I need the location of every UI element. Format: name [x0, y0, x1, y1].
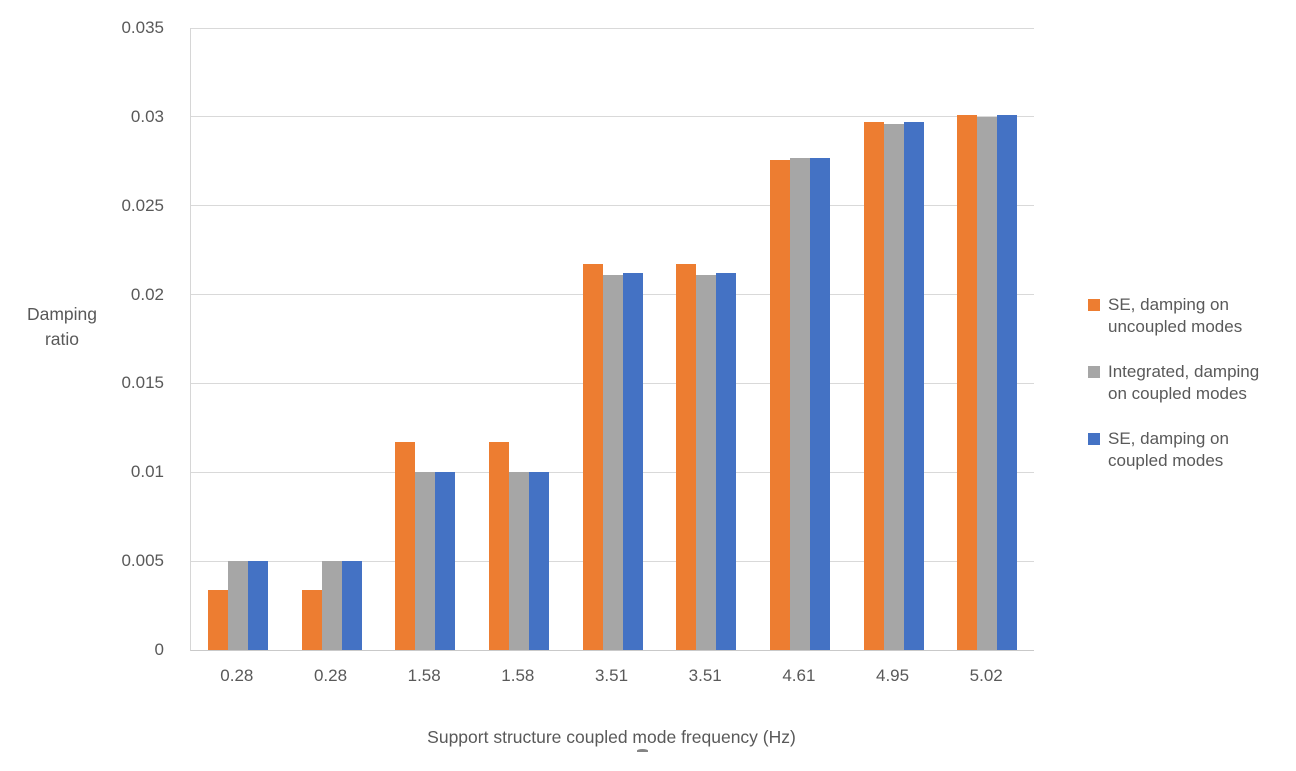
bar: [488, 442, 509, 650]
bar-groups: [191, 28, 1034, 650]
plot-area: [190, 27, 1034, 651]
bar: [676, 264, 697, 650]
legend-label-line: SE, damping on: [1108, 295, 1229, 314]
legend-item: SE, damping on uncoupled modes: [1088, 294, 1294, 338]
legend-label-line: on coupled modes: [1108, 384, 1247, 403]
bar-group: [191, 28, 285, 650]
bar: [247, 561, 268, 650]
gridline: [191, 27, 1034, 29]
bar: [395, 442, 416, 650]
bar-group: [566, 28, 660, 650]
bar: [207, 589, 228, 650]
y-axis-title-line1: Damping: [26, 304, 98, 324]
x-tick-label: 0.28: [313, 666, 348, 685]
cropped-glyph-artifact: [637, 749, 648, 752]
bar: [508, 472, 529, 650]
x-tick-label: 4.95: [875, 666, 910, 685]
bar: [582, 264, 603, 650]
bar: [528, 472, 549, 650]
bar: [696, 275, 717, 650]
bar: [301, 589, 322, 650]
bar: [321, 561, 342, 650]
y-tick-label: 0.025: [121, 195, 164, 215]
bar: [415, 472, 436, 650]
x-tick-label: 3.51: [688, 666, 722, 685]
x-tick-label: 3.51: [594, 666, 629, 685]
x-axis-tick-labels: 0.28 0.28 1.58 1.58 3.51 3.51 4.61 4.95 5.02: [190, 666, 1033, 686]
y-tick-label: 0.01: [130, 462, 164, 482]
bar-group: [472, 28, 566, 650]
bar-group: [285, 28, 379, 650]
bar: [997, 115, 1018, 650]
bar-group: [847, 28, 941, 650]
y-tick-label: 0.015: [121, 373, 164, 393]
bar: [903, 122, 924, 650]
bar: [809, 157, 830, 650]
x-tick-label: 1.58: [501, 666, 535, 685]
legend-marker: [1088, 299, 1100, 311]
bar-group: [659, 28, 753, 650]
bar: [435, 472, 456, 650]
legend-label: Integrated, damping on coupled modes: [1108, 361, 1259, 405]
y-tick-label: 0.005: [121, 551, 164, 571]
x-axis-title: Support structure coupled mode frequency…: [427, 727, 796, 747]
legend-item: SE, damping on coupled modes: [1088, 428, 1294, 472]
bar: [977, 116, 998, 650]
gridline: [191, 116, 1034, 118]
bar: [789, 157, 810, 650]
bar-group: [940, 28, 1034, 650]
x-tick-label: 5.02: [969, 666, 1003, 685]
legend-item: Integrated, damping on coupled modes: [1088, 361, 1294, 405]
legend-label-line: uncoupled modes: [1108, 317, 1243, 336]
bar: [227, 561, 248, 650]
legend-marker: [1088, 433, 1100, 445]
gridline: [191, 205, 1034, 207]
legend-label-line: Integrated, damping: [1108, 362, 1260, 381]
bar: [883, 123, 904, 650]
y-tick-label: 0.035: [121, 18, 164, 37]
y-axis-title: Damping ratio: [6, 302, 118, 352]
legend-marker: [1088, 366, 1100, 378]
bar: [716, 273, 737, 650]
legend: SE, damping on uncoupled modes Integrated,…: [1088, 294, 1294, 495]
bar-group: [378, 28, 472, 650]
x-tick-label: 0.28: [220, 666, 254, 685]
bar: [769, 159, 790, 650]
bar: [602, 275, 623, 650]
legend-label: SE, damping on coupled modes: [1108, 428, 1229, 472]
bar: [863, 122, 884, 650]
y-axis-title-line2: ratio: [44, 329, 80, 349]
y-tick-label: 0.02: [130, 284, 164, 304]
y-axis-tick-labels: 0 0.005 0.01 0.015 0.02 0.025 0.03 0.035: [0, 0, 176, 771]
y-tick-label: 0: [154, 640, 164, 659]
bar: [341, 561, 362, 650]
legend-label-line: SE, damping on: [1108, 429, 1229, 448]
x-tick-label: 4.61: [782, 666, 816, 685]
legend-label-line: coupled modes: [1108, 451, 1224, 470]
bar-group: [753, 28, 847, 650]
y-tick-label: 0.03: [130, 106, 164, 126]
bar: [622, 273, 643, 650]
legend-label: SE, damping on uncoupled modes: [1108, 294, 1242, 338]
bar: [957, 115, 978, 650]
x-tick-label: 1.58: [407, 666, 441, 685]
